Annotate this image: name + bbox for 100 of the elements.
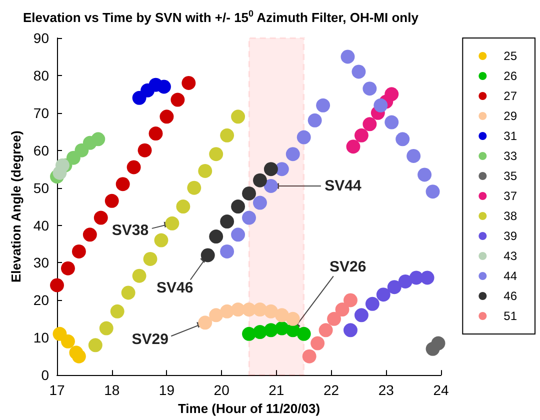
point [209, 147, 224, 162]
point [398, 274, 412, 288]
point [362, 82, 377, 96]
point [91, 132, 106, 146]
point [209, 230, 224, 244]
point [376, 288, 390, 302]
point [165, 216, 180, 230]
annotation: SV38 [112, 222, 149, 239]
point [387, 280, 402, 294]
point [420, 270, 434, 285]
point [302, 349, 316, 364]
y-tick-label: 70 [33, 104, 50, 121]
point [252, 196, 267, 210]
point [340, 50, 355, 64]
point [274, 308, 289, 322]
legend-label: 43 [504, 249, 518, 263]
point [296, 326, 311, 341]
point [316, 98, 330, 112]
point [126, 160, 141, 174]
x-tick-label: 23 [378, 382, 394, 398]
point [220, 244, 234, 258]
point [170, 92, 185, 107]
point [72, 244, 86, 258]
legend-label: 44 [504, 269, 518, 283]
point [286, 147, 300, 162]
point [182, 76, 196, 90]
y-tick-label: 50 [33, 180, 50, 196]
point [88, 338, 102, 352]
point [308, 113, 322, 128]
legend-label: 26 [504, 69, 518, 83]
y-tick-label: 90 [33, 30, 50, 46]
annotation: SV46 [156, 280, 194, 297]
point [286, 312, 300, 326]
point [104, 194, 119, 208]
legend-label: 29 [504, 109, 518, 123]
point [384, 115, 399, 130]
point [200, 248, 215, 262]
point [143, 252, 158, 266]
legend-label: 35 [504, 169, 518, 183]
point [406, 148, 421, 163]
x-tick-label: 19 [158, 382, 175, 398]
point [344, 323, 358, 338]
point [160, 110, 174, 124]
legend-label: 39 [504, 229, 518, 243]
point [156, 80, 171, 94]
point [310, 336, 325, 350]
point [374, 98, 388, 112]
annotation: SV29 [132, 331, 168, 348]
point [220, 214, 234, 229]
point [198, 316, 212, 330]
point [354, 128, 368, 142]
y-tick-label: 40 [33, 217, 50, 234]
point [296, 130, 311, 144]
point [362, 117, 377, 132]
x-tick-label: 17 [49, 382, 65, 398]
point [426, 184, 440, 199]
y-axis-title: Elevation Angle (degree) [8, 130, 24, 283]
point [154, 233, 168, 248]
point [220, 128, 234, 142]
x-tick-label: 22 [323, 382, 340, 398]
point [346, 140, 360, 154]
point [431, 336, 446, 350]
point [132, 268, 146, 283]
point [52, 326, 67, 341]
point [60, 261, 75, 276]
point [252, 173, 267, 188]
legend-label: 37 [504, 189, 518, 203]
point [56, 158, 70, 172]
y-tick-label: 30 [33, 254, 50, 271]
point [187, 180, 202, 195]
y-tick-label: 0 [41, 367, 50, 384]
point [231, 228, 246, 242]
point [327, 312, 342, 326]
point [50, 278, 64, 292]
point [198, 164, 212, 178]
point [231, 110, 246, 124]
point [94, 210, 108, 225]
point [116, 177, 130, 192]
legend-label: 46 [504, 289, 518, 303]
point [264, 162, 278, 176]
legend-label: 31 [504, 129, 518, 143]
annotation: SV44 [324, 177, 362, 194]
x-tick-label: 24 [433, 382, 449, 398]
point [231, 200, 246, 214]
x-axis-title: Time (Hour of 11/20/03) [178, 401, 320, 416]
y-tick-label: 60 [33, 142, 50, 158]
point [72, 349, 86, 364]
point [110, 304, 124, 318]
y-tick-label: 20 [33, 292, 50, 308]
point [176, 200, 190, 214]
point [352, 64, 366, 79]
point [138, 143, 152, 158]
point [264, 304, 278, 318]
point [365, 296, 380, 311]
point [209, 308, 224, 322]
point [82, 228, 97, 242]
x-tick-label: 20 [214, 382, 230, 398]
point [354, 308, 368, 322]
point [148, 126, 163, 141]
point [121, 286, 136, 300]
